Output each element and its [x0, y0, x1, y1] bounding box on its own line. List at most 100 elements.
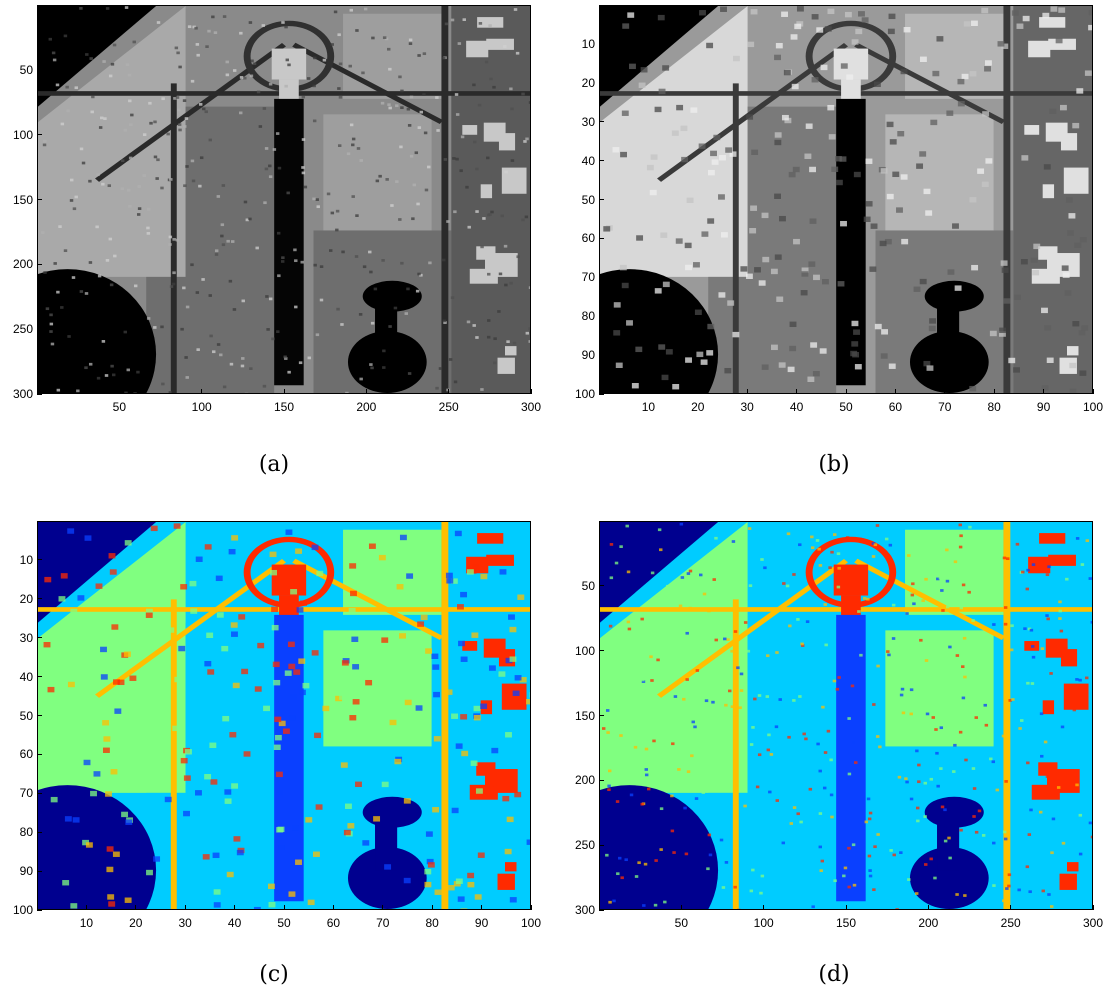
classification-map-100 — [37, 521, 531, 910]
texture-speck — [981, 181, 989, 188]
texture-speck — [861, 17, 869, 23]
texture-speck — [853, 329, 860, 335]
texture-speck — [446, 220, 450, 223]
texture-speck — [945, 548, 949, 552]
texture-speck — [1088, 24, 1092, 31]
texture-speck — [517, 594, 525, 600]
texture-speck — [499, 569, 507, 575]
texture-speck — [892, 853, 896, 857]
texture-speck — [1000, 260, 1008, 266]
texture-speck — [928, 325, 936, 332]
texture-speck — [781, 841, 786, 845]
y-tick-mark — [599, 82, 604, 84]
texture-speck — [417, 126, 422, 129]
texture-speck — [45, 307, 50, 311]
texture-speck — [493, 337, 497, 341]
texture-speck — [185, 376, 189, 379]
texture-speck — [857, 610, 861, 613]
texture-speck — [621, 110, 629, 116]
texture-speck — [693, 725, 697, 729]
texture-speck — [369, 363, 373, 366]
texture-speck — [642, 904, 646, 907]
texture-speck — [680, 576, 685, 579]
texture-speck — [876, 664, 880, 668]
texture-speck — [649, 189, 657, 196]
texture-speck — [884, 537, 889, 541]
texture-speck — [72, 817, 80, 823]
x-tick-label: 100 — [1082, 400, 1104, 414]
texture-speck — [194, 26, 198, 30]
texture-speck — [311, 650, 319, 656]
texture-speck — [907, 878, 911, 881]
texture-speck — [404, 312, 409, 315]
texture-speck — [503, 45, 507, 48]
texture-speck — [191, 179, 196, 183]
texture-speck — [900, 687, 905, 691]
texture-speck — [1008, 357, 1016, 364]
texture-speck — [846, 74, 854, 80]
texture-speck — [1046, 617, 1050, 621]
texture-speck — [184, 117, 189, 120]
y-tick-mark — [599, 909, 604, 911]
texture-speck — [231, 535, 239, 541]
texture-speck — [76, 389, 80, 393]
texture-speck — [707, 323, 715, 330]
texture-speck — [271, 606, 279, 613]
texture-speck — [452, 157, 456, 160]
texture-speck — [690, 107, 698, 113]
texture-speck — [671, 130, 679, 136]
vegetation-band-left — [747, 106, 837, 393]
texture-speck — [420, 614, 428, 621]
texture-speck — [720, 6, 727, 12]
texture-speck — [789, 345, 797, 352]
texture-speck — [195, 790, 202, 796]
texture-speck — [952, 223, 959, 229]
texture-speck — [277, 274, 281, 278]
texture-speck — [1025, 587, 1030, 591]
texture-speck — [41, 231, 45, 234]
texture-speck — [820, 859, 825, 863]
texture-speck — [316, 205, 320, 209]
y-tick-label: 200 — [12, 257, 33, 272]
texture-speck — [984, 66, 991, 72]
texture-speck — [214, 253, 219, 256]
texture-speck — [455, 878, 463, 884]
texture-speck — [679, 522, 684, 526]
texture-speck — [333, 10, 338, 14]
road-diagonal-right — [854, 558, 1006, 641]
texture-speck — [955, 654, 960, 657]
texture-speck — [1028, 890, 1032, 894]
texture-speck — [264, 147, 269, 150]
texture-speck — [650, 679, 654, 682]
x-tick-mark — [135, 905, 137, 910]
texture-speck — [457, 604, 464, 610]
texture-speck — [275, 132, 280, 135]
texture-speck — [774, 193, 781, 199]
texture-speck — [459, 169, 463, 173]
pond-top — [362, 796, 422, 828]
texture-speck — [633, 745, 638, 749]
texture-speck — [876, 833, 880, 836]
texture-speck — [1001, 43, 1009, 49]
texture-speck — [471, 632, 479, 638]
texture-speck — [881, 329, 889, 335]
texture-speck — [509, 897, 517, 903]
texture-speck — [213, 889, 221, 895]
texture-speck — [384, 864, 392, 870]
texture-speck — [847, 885, 851, 889]
texture-speck — [896, 207, 903, 213]
texture-speck — [640, 67, 648, 73]
texture-speck — [137, 207, 142, 210]
texture-speck — [934, 559, 938, 563]
texture-speck — [808, 261, 816, 267]
texture-speck — [263, 201, 267, 205]
texture-speck — [1030, 645, 1035, 648]
texture-speck — [435, 96, 439, 99]
texture-speck — [354, 255, 359, 258]
texture-speck — [510, 159, 515, 162]
texture-speck — [107, 894, 115, 900]
texture-speck — [284, 25, 288, 29]
texture-speck — [337, 144, 342, 147]
plaza-building — [271, 564, 307, 596]
texture-speck — [721, 776, 726, 780]
